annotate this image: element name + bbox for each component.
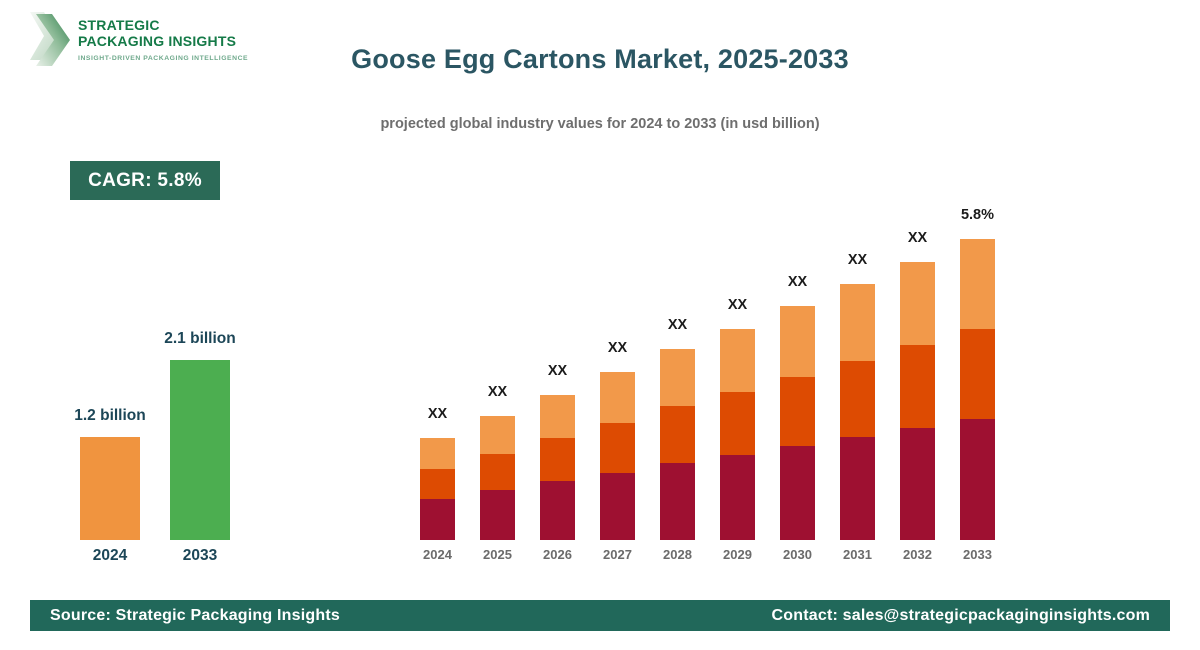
stacked-bar-2032-segment-bottom xyxy=(900,428,935,540)
bar-value-label-2026: XX xyxy=(547,363,568,379)
bar-value-label-2029: XX xyxy=(727,297,748,313)
stacked-bar-2029-segment-middle xyxy=(720,392,755,455)
stacked-bar-2025-segment-middle xyxy=(480,454,515,490)
axis-label-2030: 2030 xyxy=(783,547,812,562)
page-title: Goose Egg Cartons Market, 2025-2033 xyxy=(351,44,849,74)
summary-bar-chart: 1.2 billion 2024 2.1 billion 2033 xyxy=(70,320,245,570)
stacked-bar-chart: XX 2024 XX 2025 XX 2026 XX 2027 XX 2028 XX 2029 XX 20… xyxy=(420,195,1000,570)
stacked-bar-2033-segment-middle xyxy=(960,329,995,419)
bar-value-label-2033: 5.8% xyxy=(960,207,995,223)
stacked-bar-2026-segment-top xyxy=(540,395,575,438)
bar-value-label-2032: XX xyxy=(907,230,928,246)
stacked-bar-2027-segment-bottom xyxy=(600,473,635,540)
axis-label-2028: 2028 xyxy=(663,547,692,562)
stacked-bar-2025-segment-top xyxy=(480,416,515,454)
cagr-badge: CAGR: 5.8% xyxy=(70,161,220,200)
mini-axis-label-2033: 2033 xyxy=(182,547,218,564)
axis-label-2033: 2033 xyxy=(963,547,992,562)
stacked-bar-2025-segment-bottom xyxy=(480,490,515,540)
mini-bar-value-2033: 2.1 billion xyxy=(164,330,236,347)
bar-value-label-2031: XX xyxy=(847,252,868,268)
bar-value-label-2030: XX xyxy=(787,274,808,290)
stacked-bar-2030-segment-bottom xyxy=(780,446,815,540)
mini-axis-label-2024: 2024 xyxy=(92,547,128,564)
stacked-bar-2028-segment-bottom xyxy=(660,463,695,540)
axis-label-2025: 2025 xyxy=(483,547,512,562)
footer-bar: Source: Strategic Packaging Insights Con… xyxy=(30,600,1170,631)
stacked-bar-2031-segment-top xyxy=(840,284,875,361)
stacked-bar-2024-segment-top xyxy=(420,438,455,469)
bar-value-label-2025: XX xyxy=(487,384,508,400)
stacked-bar-2027-segment-middle xyxy=(600,423,635,473)
axis-label-2031: 2031 xyxy=(843,547,872,562)
axis-label-2032: 2032 xyxy=(903,547,932,562)
footer-contact: Contact: sales@strategicpackaginginsight… xyxy=(771,606,1150,624)
mini-bar-2024 xyxy=(80,437,140,540)
stacked-bar-2030-segment-middle xyxy=(780,377,815,446)
stacked-bar-2032-segment-middle xyxy=(900,345,935,428)
brand-chevron-icon xyxy=(30,12,70,66)
brand-name-line2: PACKAGING INSIGHTS xyxy=(78,32,237,49)
footer-source: Source: Strategic Packaging Insights xyxy=(50,606,340,624)
stacked-bar-2029-segment-bottom xyxy=(720,455,755,540)
mini-bar-2033 xyxy=(170,360,230,540)
axis-label-2027: 2027 xyxy=(603,547,632,562)
stacked-bar-2026-segment-bottom xyxy=(540,481,575,540)
brand-name-line1: STRATEGIC xyxy=(78,17,160,33)
axis-label-2029: 2029 xyxy=(723,547,752,562)
page-subtitle: projected global industry values for 202… xyxy=(380,116,820,132)
brand-logo: STRATEGIC PACKAGING INSIGHTS INSIGHT-DRI… xyxy=(28,10,248,70)
stacked-bar-2033-segment-top xyxy=(960,239,995,329)
stacked-bar-2031-segment-bottom xyxy=(840,437,875,540)
stacked-bar-2033-segment-bottom xyxy=(960,419,995,540)
stacked-bar-2028-segment-top xyxy=(660,349,695,406)
stacked-bar-2028-segment-middle xyxy=(660,406,695,463)
axis-label-2024: 2024 xyxy=(423,547,452,562)
stacked-bar-2029-segment-top xyxy=(720,329,755,392)
stacked-bar-2024-segment-bottom xyxy=(420,499,455,540)
stacked-bar-2024-segment-middle xyxy=(420,469,455,499)
bar-value-label-2027: XX xyxy=(607,340,628,356)
bar-value-label-2028: XX xyxy=(667,317,688,333)
stacked-bar-2031-segment-middle xyxy=(840,361,875,437)
bar-value-label-2024: XX xyxy=(427,406,448,422)
brand-tagline: INSIGHT-DRIVEN PACKAGING INTELLIGENCE xyxy=(78,55,249,63)
stacked-bar-2026-segment-middle xyxy=(540,438,575,481)
stacked-bar-2030-segment-top xyxy=(780,306,815,377)
axis-label-2026: 2026 xyxy=(543,547,572,562)
mini-bar-value-2024: 1.2 billion xyxy=(74,407,146,424)
stacked-bar-2027-segment-top xyxy=(600,372,635,423)
stacked-bar-2032-segment-top xyxy=(900,262,935,345)
